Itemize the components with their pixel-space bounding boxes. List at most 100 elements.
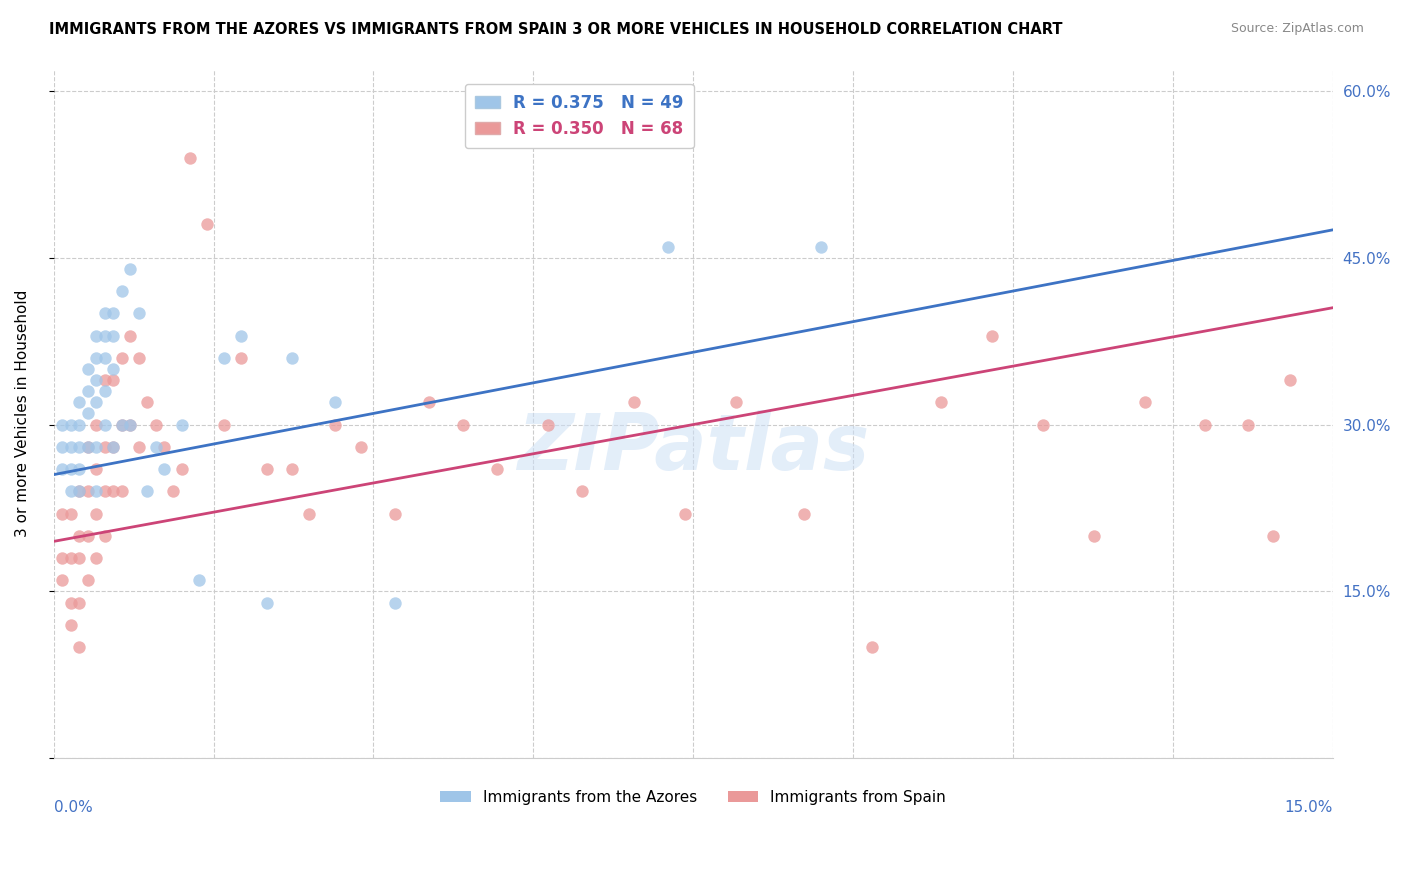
Point bbox=[929, 395, 952, 409]
Point bbox=[59, 484, 82, 499]
Point bbox=[623, 395, 645, 409]
Point bbox=[59, 417, 82, 432]
Point bbox=[67, 596, 90, 610]
Point bbox=[84, 328, 107, 343]
Point bbox=[170, 462, 193, 476]
Point bbox=[67, 417, 90, 432]
Point bbox=[145, 417, 167, 432]
Point bbox=[67, 462, 90, 476]
Point bbox=[51, 507, 73, 521]
Point bbox=[59, 507, 82, 521]
Point bbox=[136, 395, 159, 409]
Point bbox=[195, 217, 218, 231]
Point bbox=[212, 351, 235, 365]
Point bbox=[1194, 417, 1216, 432]
Point bbox=[76, 529, 98, 543]
Point bbox=[673, 507, 696, 521]
Point bbox=[51, 551, 73, 566]
Point bbox=[111, 417, 134, 432]
Point bbox=[94, 440, 117, 454]
Point bbox=[94, 484, 117, 499]
Point bbox=[111, 417, 134, 432]
Point bbox=[103, 306, 125, 320]
Point bbox=[860, 640, 883, 654]
Point bbox=[67, 551, 90, 566]
Point bbox=[94, 373, 117, 387]
Point bbox=[111, 484, 134, 499]
Point bbox=[120, 328, 142, 343]
Point bbox=[298, 507, 321, 521]
Point bbox=[111, 351, 134, 365]
Point bbox=[76, 440, 98, 454]
Point bbox=[51, 574, 73, 588]
Point bbox=[103, 362, 125, 376]
Point bbox=[1279, 373, 1302, 387]
Point bbox=[212, 417, 235, 432]
Point bbox=[67, 484, 90, 499]
Point bbox=[179, 151, 201, 165]
Point bbox=[418, 395, 440, 409]
Point bbox=[1083, 529, 1105, 543]
Point bbox=[323, 395, 346, 409]
Point bbox=[537, 417, 560, 432]
Text: 0.0%: 0.0% bbox=[53, 800, 93, 814]
Point bbox=[103, 373, 125, 387]
Point bbox=[84, 462, 107, 476]
Point bbox=[76, 384, 98, 399]
Point bbox=[281, 462, 304, 476]
Point bbox=[59, 617, 82, 632]
Point bbox=[486, 462, 509, 476]
Point bbox=[120, 417, 142, 432]
Point bbox=[153, 440, 176, 454]
Point bbox=[84, 417, 107, 432]
Point bbox=[103, 484, 125, 499]
Point bbox=[59, 596, 82, 610]
Point bbox=[84, 484, 107, 499]
Point bbox=[451, 417, 474, 432]
Text: ZIPatlas: ZIPatlas bbox=[517, 410, 869, 486]
Point bbox=[94, 351, 117, 365]
Point bbox=[128, 306, 150, 320]
Point bbox=[59, 551, 82, 566]
Point bbox=[256, 596, 278, 610]
Point bbox=[793, 507, 815, 521]
Point bbox=[76, 484, 98, 499]
Point bbox=[1032, 417, 1054, 432]
Point bbox=[657, 239, 679, 253]
Point bbox=[51, 440, 73, 454]
Point bbox=[84, 351, 107, 365]
Point bbox=[120, 417, 142, 432]
Point bbox=[76, 406, 98, 420]
Point bbox=[67, 529, 90, 543]
Point bbox=[136, 484, 159, 499]
Point bbox=[103, 440, 125, 454]
Point bbox=[94, 306, 117, 320]
Point bbox=[1236, 417, 1258, 432]
Text: IMMIGRANTS FROM THE AZORES VS IMMIGRANTS FROM SPAIN 3 OR MORE VEHICLES IN HOUSEH: IMMIGRANTS FROM THE AZORES VS IMMIGRANTS… bbox=[49, 22, 1063, 37]
Point bbox=[120, 261, 142, 276]
Point bbox=[128, 351, 150, 365]
Point bbox=[323, 417, 346, 432]
Point bbox=[128, 440, 150, 454]
Point bbox=[67, 640, 90, 654]
Y-axis label: 3 or more Vehicles in Household: 3 or more Vehicles in Household bbox=[15, 290, 30, 537]
Point bbox=[84, 440, 107, 454]
Point bbox=[724, 395, 747, 409]
Point bbox=[84, 507, 107, 521]
Point bbox=[67, 484, 90, 499]
Point bbox=[231, 328, 253, 343]
Point bbox=[281, 351, 304, 365]
Text: Source: ZipAtlas.com: Source: ZipAtlas.com bbox=[1230, 22, 1364, 36]
Legend: Immigrants from the Azores, Immigrants from Spain: Immigrants from the Azores, Immigrants f… bbox=[433, 782, 953, 813]
Point bbox=[980, 328, 1002, 343]
Point bbox=[94, 384, 117, 399]
Point bbox=[1133, 395, 1156, 409]
Point bbox=[51, 417, 73, 432]
Point bbox=[349, 440, 371, 454]
Point bbox=[162, 484, 184, 499]
Point bbox=[84, 395, 107, 409]
Point bbox=[59, 440, 82, 454]
Point bbox=[810, 239, 832, 253]
Point bbox=[76, 362, 98, 376]
Point bbox=[231, 351, 253, 365]
